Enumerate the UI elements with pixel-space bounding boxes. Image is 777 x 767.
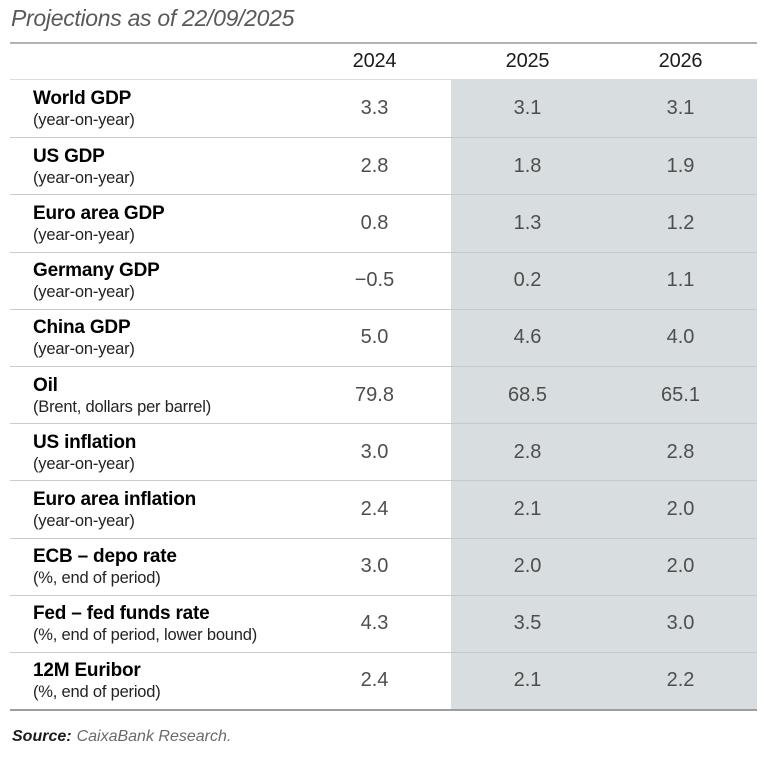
- row-sublabel: (year-on-year): [33, 168, 135, 187]
- row-label: 12M Euribor: [33, 660, 141, 682]
- row-label-cell: US GDP (year-on-year): [10, 137, 298, 194]
- row-value: 2.0: [604, 480, 757, 538]
- column-header-2025: 2025: [505, 50, 550, 72]
- row-sublabel: (%, end of period, lower bound): [33, 626, 258, 645]
- row-sublabel: (%, end of period): [33, 569, 161, 588]
- row-label: Euro area GDP: [33, 202, 165, 224]
- table-body: World GDP (year-on-year) 3.3 3.1 3.1 US …: [10, 80, 757, 710]
- row-sublabel: (Brent, dollars per barrel): [33, 397, 212, 416]
- source-text: CaixaBank Research.: [76, 728, 232, 745]
- figure-title: Projections as of 22/09/2025: [11, 5, 295, 31]
- table-row: Euro area inflation (year-on-year) 2.4 2…: [10, 480, 757, 538]
- table-header-row: 2024 2025 2026: [10, 44, 757, 80]
- row-value: 2.0: [604, 537, 757, 595]
- source-line: Source: CaixaBank Research.: [12, 728, 231, 746]
- row-value: 2.1: [451, 480, 604, 538]
- row-label: China GDP: [33, 317, 131, 339]
- row-label-cell: World GDP (year-on-year): [10, 80, 298, 137]
- row-label-cell: China GDP (year-on-year): [10, 308, 298, 366]
- row-value: 2.8: [604, 423, 757, 481]
- table-row: ECB – depo rate (%, end of period) 3.0 2…: [10, 537, 757, 595]
- row-label-cell: Fed – fed funds rate (%, end of period, …: [10, 594, 298, 652]
- table-row: Germany GDP (year-on-year) −0.5 0.2 1.1: [10, 251, 757, 309]
- row-label-cell: Euro area inflation (year-on-year): [10, 480, 298, 537]
- row-value: 3.0: [298, 423, 451, 480]
- column-header-2024: 2024: [352, 50, 397, 72]
- row-value: 1.9: [604, 137, 757, 195]
- row-label-cell: Germany GDP (year-on-year): [10, 251, 298, 309]
- row-value: 1.1: [604, 251, 757, 309]
- row-label-cell: 12M Euribor (%, end of period): [10, 651, 298, 709]
- row-sublabel: (year-on-year): [33, 225, 135, 244]
- column-header-2026: 2026: [658, 50, 703, 72]
- table-row: World GDP (year-on-year) 3.3 3.1 3.1: [10, 80, 757, 138]
- source-label: Source:: [12, 728, 72, 745]
- table-row: Oil (Brent, dollars per barrel) 79.8 68.…: [10, 365, 757, 424]
- row-value: 1.8: [451, 137, 604, 195]
- table-row: Fed – fed funds rate (%, end of period, …: [10, 594, 757, 652]
- row-value: 2.0: [451, 537, 604, 595]
- row-value: 3.5: [451, 594, 604, 652]
- row-value: 3.0: [298, 537, 451, 595]
- table-row: 12M Euribor (%, end of period) 2.4 2.1 2…: [10, 651, 757, 710]
- row-label-cell: Oil (Brent, dollars per barrel): [10, 365, 298, 423]
- row-value: 2.4: [298, 651, 451, 709]
- row-value: 2.8: [298, 137, 451, 194]
- row-value: 3.0: [604, 594, 757, 652]
- row-value: 5.0: [298, 308, 451, 366]
- row-value: 0.8: [298, 194, 451, 251]
- row-label: ECB – depo rate: [33, 546, 177, 568]
- row-sublabel: (year-on-year): [33, 511, 135, 530]
- projections-table: 2024 2025 2026 World GDP (year-on-year) …: [10, 42, 757, 712]
- row-value: 2.1: [451, 651, 604, 710]
- table-row: US GDP (year-on-year) 2.8 1.8 1.9: [10, 137, 757, 195]
- row-sublabel: (year-on-year): [33, 454, 135, 473]
- row-label-cell: Euro area GDP (year-on-year): [10, 194, 298, 251]
- row-value: 2.4: [298, 480, 451, 537]
- row-value: 4.3: [298, 594, 451, 652]
- row-value: 4.0: [604, 308, 757, 366]
- row-value: −0.5: [298, 251, 451, 309]
- row-value: 68.5: [451, 365, 604, 424]
- row-label: Euro area inflation: [33, 488, 197, 510]
- row-sublabel: (year-on-year): [33, 283, 135, 302]
- row-sublabel: (%, end of period): [33, 683, 161, 702]
- row-label-cell: US inflation (year-on-year): [10, 423, 298, 480]
- table-row: US inflation (year-on-year) 3.0 2.8 2.8: [10, 423, 757, 481]
- row-label: World GDP: [33, 88, 132, 110]
- row-value: 3.1: [604, 80, 757, 138]
- row-value: 1.2: [604, 194, 757, 252]
- table-row: Euro area GDP (year-on-year) 0.8 1.3 1.2: [10, 194, 757, 252]
- row-value: 4.6: [451, 308, 604, 366]
- row-value: 3.3: [360, 97, 389, 120]
- row-value: 2.8: [451, 423, 604, 481]
- table-row: China GDP (year-on-year) 5.0 4.6 4.0: [10, 308, 757, 366]
- row-label: Germany GDP: [33, 260, 160, 282]
- row-sublabel: (year-on-year): [33, 340, 135, 359]
- row-value: 65.1: [604, 365, 757, 424]
- row-value: 1.3: [451, 194, 604, 252]
- row-label: Oil: [33, 374, 58, 396]
- row-value: 0.2: [451, 251, 604, 309]
- row-label: Fed – fed funds rate: [33, 603, 210, 625]
- row-label: US GDP: [33, 145, 105, 167]
- row-value: 2.2: [604, 651, 757, 710]
- row-value: 79.8: [298, 365, 451, 423]
- row-label-cell: ECB – depo rate (%, end of period): [10, 537, 298, 595]
- row-sublabel: (year-on-year): [33, 111, 135, 130]
- row-label: US inflation: [33, 431, 137, 453]
- row-value: 3.1: [451, 80, 604, 138]
